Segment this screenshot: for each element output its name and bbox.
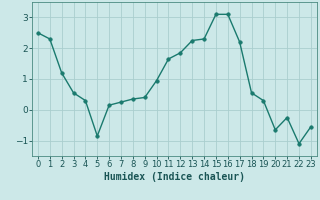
- X-axis label: Humidex (Indice chaleur): Humidex (Indice chaleur): [104, 172, 245, 182]
